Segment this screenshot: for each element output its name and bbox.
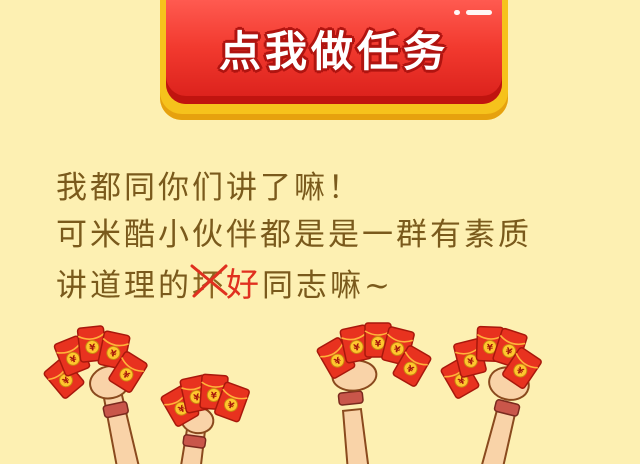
red-envelope: ¥ [52,334,92,378]
strike-out-mark [190,264,228,298]
red-envelope: ¥ [199,373,229,411]
yuan-symbol: ¥ [457,376,468,388]
button-highlight [454,10,460,15]
do-task-button-label: 点我做任务 [218,26,449,76]
yuan-symbol: ¥ [504,347,514,359]
yuan-symbol: ¥ [61,375,73,387]
red-envelope: ¥ [42,355,86,401]
yuan-symbol: ¥ [177,404,188,416]
red-envelope: ¥ [380,325,416,367]
hand-with-envelopes [89,365,162,464]
message-line-3-prefix: 讲道理的 [56,268,192,304]
red-envelope-fan: ¥ ¥ ¥ ¥ [159,373,251,429]
red-envelope-fan: ¥ ¥ ¥ ¥ ¥ [315,322,433,389]
yuan-symbol: ¥ [109,349,118,360]
correction-word: 好 [226,265,262,304]
red-envelope: ¥ [391,343,433,389]
red-envelope: ¥ [76,324,108,364]
red-envelope: ¥ [178,373,214,415]
yuan-symbol: ¥ [514,366,525,378]
red-envelope: ¥ [96,329,132,371]
yuan-symbol: ¥ [89,343,97,354]
red-envelope: ¥ [491,327,529,369]
message-line-3: 讲道理的坏 好同志嘛~ [56,258,393,306]
red-envelope: ¥ [439,355,481,401]
button-highlight [466,10,492,15]
cta-button-frame: 点我做任务 [160,0,508,120]
yuan-symbol: ¥ [487,343,494,353]
red-envelope: ¥ [315,335,357,381]
red-envelope: ¥ [475,325,505,363]
red-envelope-fan: ¥ ¥ ¥ ¥ ¥ [439,325,544,401]
red-envelope: ¥ [338,323,374,365]
red-envelope: ¥ [364,322,392,358]
red-envelope: ¥ [213,380,251,424]
yuan-symbol: ¥ [333,356,344,368]
yuan-symbol: ¥ [193,393,202,404]
yuan-symbol: ¥ [226,400,236,412]
message-line-1: 我都同你们讲了嘛！ [56,170,362,206]
yuan-symbol: ¥ [120,370,131,382]
red-envelope: ¥ [107,349,149,395]
do-task-button[interactable]: 点我做任务 [166,0,502,104]
yuan-symbol: ¥ [210,391,218,401]
struck-out-word: 坏 [190,260,228,305]
yuan-symbol: ¥ [393,345,402,356]
yuan-symbol: ¥ [69,354,79,366]
red-envelope: ¥ [500,345,544,391]
message-line-2: 可米酷小伙伴都是是一群有素质 [56,217,532,253]
yuan-symbol: ¥ [405,364,416,376]
yuan-symbol: ¥ [467,357,476,368]
red-envelope-hands-illustration: ¥ ¥ ¥ ¥ ¥ ¥ ¥ ¥ ¥ ¥ ¥ ¥ ¥ ¥ ¥ ¥ ¥ ¥ [42,322,544,464]
red-envelope: ¥ [452,337,488,379]
message-line-3-suffix: 同志嘛~ [262,268,393,304]
yuan-symbol: ¥ [375,340,382,350]
yuan-symbol: ¥ [353,343,362,354]
red-envelope: ¥ [159,383,201,429]
red-envelope-fan: ¥ ¥ ¥ ¥ ¥ [42,324,149,401]
